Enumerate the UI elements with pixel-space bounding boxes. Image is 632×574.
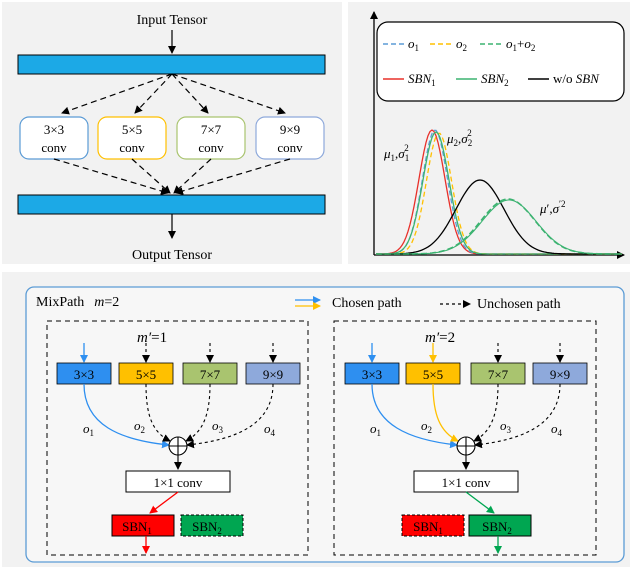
sum-node-right [456, 436, 476, 456]
svg-text:SBN2: SBN2 [192, 519, 222, 536]
svg-text:7×7: 7×7 [200, 367, 221, 382]
svg-text:m′=2: m′=2 [425, 330, 455, 346]
svg-text:Unchosen path: Unchosen path [477, 297, 561, 312]
conv-3x3-box: 3×3 conv [19, 116, 89, 160]
svg-text:o1: o1 [370, 421, 381, 438]
svg-text:o2: o2 [456, 36, 467, 53]
conv-5x5-box: 5×5 conv [97, 116, 167, 160]
curve-sbn2-wide [376, 199, 622, 255]
output-tensor-label: Output Tensor [132, 248, 212, 263]
svg-text:SBN1: SBN1 [413, 519, 443, 536]
panel-c: MixPath m=2 Chosen path Unchosen path m′=… [2, 272, 630, 567]
svg-text:SBN2: SBN2 [481, 71, 509, 88]
fan-out-arrows [61, 73, 286, 115]
svg-text:9×9: 9×9 [280, 122, 300, 137]
svg-text:m′=1: m′=1 [137, 330, 167, 346]
svg-text:o1+o2: o1+o2 [506, 36, 535, 53]
sbn1-left [111, 514, 175, 537]
annotation-mu-prime-sigma-prime: μ′,σ′2 [539, 199, 566, 216]
svg-text:o3: o3 [212, 418, 224, 435]
svg-text:5×5: 5×5 [423, 367, 443, 382]
panel-a: Input Tensor 3×3 conv 5×5 conv 7×7 conv [2, 2, 342, 264]
input-bar [17, 54, 326, 75]
sbn2-left [180, 514, 244, 537]
svg-text:5×5: 5×5 [136, 367, 156, 382]
svg-text:conv: conv [41, 140, 67, 155]
svg-text:o2: o2 [134, 418, 145, 435]
mixpath-title: MixPath m=2 [36, 295, 119, 310]
subpanel-m2: m′=2 3×3 5×5 7×7 9×9 o1 o2 o3 o4 [333, 320, 597, 556]
svg-text:o1: o1 [408, 36, 419, 53]
svg-text:3×3: 3×3 [362, 367, 382, 382]
svg-text:7×7: 7×7 [488, 367, 509, 382]
svg-text:conv: conv [198, 140, 224, 155]
conv-9x9-box: 9×9 conv [255, 116, 325, 160]
panel-b: o1 o2 o1+o2 SBN1 SBN2 w/o SBN μ1,σ12 μ2,… [348, 2, 630, 264]
svg-text:SBN1: SBN1 [122, 519, 152, 536]
annotation-mu1-sigma1: μ1,σ12 [383, 143, 409, 163]
svg-text:1×1 conv: 1×1 conv [154, 475, 203, 490]
svg-text:SBN1: SBN1 [408, 71, 436, 88]
fan-in-arrows [53, 158, 291, 195]
svg-text:Chosen path: Chosen path [332, 296, 402, 311]
svg-text:3×3: 3×3 [74, 367, 94, 382]
svg-text:o1: o1 [83, 421, 94, 438]
svg-text:1×1 conv: 1×1 conv [442, 475, 491, 490]
svg-text:o4: o4 [264, 421, 276, 438]
svg-text:3×3: 3×3 [44, 122, 64, 137]
svg-text:w/o SBN: w/o SBN [553, 71, 600, 86]
sum-node-left [168, 436, 188, 456]
svg-text:o3: o3 [500, 418, 512, 435]
conv-7x7-box: 7×7 conv [176, 116, 246, 160]
annotation-mu2-sigma2: μ2,σ22 [446, 128, 472, 148]
plot-legend: o1 o2 o1+o2 SBN1 SBN2 w/o SBN [376, 21, 625, 102]
svg-text:9×9: 9×9 [550, 367, 570, 382]
svg-text:o2: o2 [421, 418, 432, 435]
sbn1-right [401, 514, 465, 537]
curve-wo-sbn [376, 179, 622, 255]
svg-text:conv: conv [119, 140, 145, 155]
svg-text:9×9: 9×9 [263, 367, 283, 382]
svg-text:5×5: 5×5 [122, 122, 142, 137]
output-bar [17, 194, 326, 215]
svg-text:conv: conv [277, 140, 303, 155]
svg-text:o4: o4 [551, 421, 563, 438]
sbn2-right [468, 514, 532, 537]
svg-text:SBN2: SBN2 [482, 519, 512, 536]
path-legend: Chosen path Unchosen path [295, 296, 561, 312]
svg-text:7×7: 7×7 [201, 122, 222, 137]
subpanel-m1: m′=1 3×3 5×5 7×7 9×9 o1 o2 o3 o4 [46, 320, 309, 556]
input-tensor-label: Input Tensor [137, 13, 208, 28]
density-curves [376, 129, 622, 255]
